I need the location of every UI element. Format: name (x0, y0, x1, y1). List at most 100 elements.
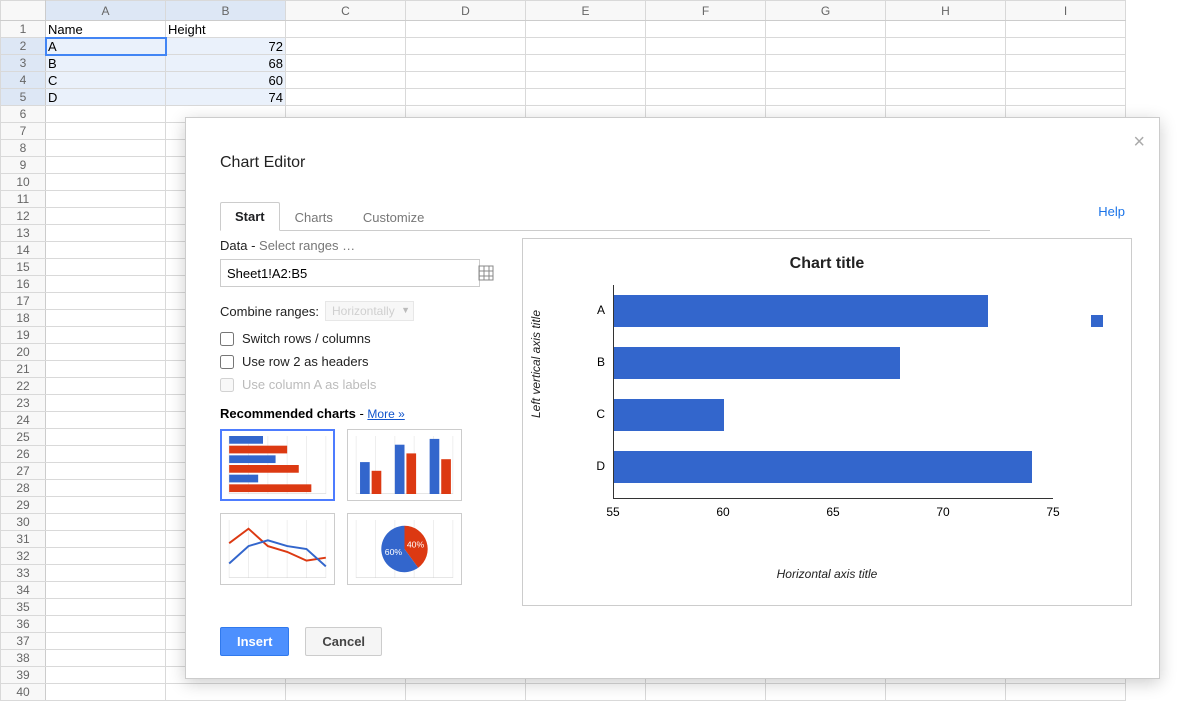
row-header[interactable]: 3 (1, 55, 46, 72)
more-link[interactable]: More » (367, 407, 404, 421)
row-header[interactable]: 36 (1, 616, 46, 633)
row-header[interactable]: 13 (1, 225, 46, 242)
cell[interactable]: Name (46, 21, 166, 38)
row-header[interactable]: 26 (1, 446, 46, 463)
range-input[interactable] (220, 259, 480, 287)
column-header[interactable]: I (1006, 1, 1126, 21)
cell[interactable] (46, 361, 166, 378)
cell[interactable] (46, 480, 166, 497)
cell[interactable] (46, 395, 166, 412)
row-header[interactable]: 19 (1, 327, 46, 344)
cell[interactable] (46, 310, 166, 327)
row-header[interactable]: 11 (1, 191, 46, 208)
cell[interactable] (886, 55, 1006, 72)
column-header[interactable]: E (526, 1, 646, 21)
row-header[interactable]: 34 (1, 582, 46, 599)
cell[interactable] (526, 684, 646, 701)
cell[interactable] (1006, 72, 1126, 89)
row-header[interactable]: 1 (1, 21, 46, 38)
row-header[interactable]: 35 (1, 599, 46, 616)
cell[interactable] (886, 89, 1006, 106)
row-header[interactable]: 29 (1, 497, 46, 514)
grid-icon[interactable] (478, 265, 494, 281)
cell[interactable] (286, 72, 406, 89)
tab-charts[interactable]: Charts (280, 203, 348, 231)
cell[interactable]: A (46, 38, 166, 55)
row-header[interactable]: 2 (1, 38, 46, 55)
cell[interactable] (526, 21, 646, 38)
cell[interactable] (46, 140, 166, 157)
cell[interactable] (46, 650, 166, 667)
cell[interactable] (1006, 21, 1126, 38)
cell[interactable] (46, 276, 166, 293)
cell[interactable] (1006, 684, 1126, 701)
row-header[interactable]: 15 (1, 259, 46, 276)
row-header[interactable]: 22 (1, 378, 46, 395)
cell[interactable] (646, 684, 766, 701)
cell[interactable] (646, 55, 766, 72)
cell[interactable] (766, 38, 886, 55)
cell[interactable] (46, 633, 166, 650)
cell[interactable] (46, 446, 166, 463)
cell[interactable] (766, 55, 886, 72)
row-header[interactable]: 30 (1, 514, 46, 531)
row-header[interactable]: 7 (1, 123, 46, 140)
column-header[interactable]: A (46, 1, 166, 21)
row-header[interactable]: 27 (1, 463, 46, 480)
cell[interactable] (646, 89, 766, 106)
cell[interactable] (46, 378, 166, 395)
cell[interactable] (526, 72, 646, 89)
switch-rows-checkbox[interactable]: Switch rows / columns (220, 331, 500, 346)
cell[interactable] (46, 208, 166, 225)
cell[interactable] (886, 72, 1006, 89)
row-header[interactable]: 24 (1, 412, 46, 429)
cell[interactable] (406, 21, 526, 38)
cell[interactable] (886, 21, 1006, 38)
cell[interactable] (406, 89, 526, 106)
column-header[interactable]: D (406, 1, 526, 21)
cell[interactable] (646, 72, 766, 89)
row-header[interactable]: 12 (1, 208, 46, 225)
cell[interactable] (46, 174, 166, 191)
cell[interactable]: 72 (166, 38, 286, 55)
row-header[interactable]: 8 (1, 140, 46, 157)
cell[interactable] (1006, 38, 1126, 55)
cell[interactable]: Height (166, 21, 286, 38)
cell[interactable] (46, 123, 166, 140)
row-header[interactable]: 21 (1, 361, 46, 378)
row-header[interactable]: 18 (1, 310, 46, 327)
cell[interactable] (286, 21, 406, 38)
cell[interactable] (46, 429, 166, 446)
cell[interactable] (46, 497, 166, 514)
row-header[interactable]: 32 (1, 548, 46, 565)
cell[interactable] (886, 684, 1006, 701)
cell[interactable]: D (46, 89, 166, 106)
column-header[interactable]: B (166, 1, 286, 21)
cell[interactable] (46, 191, 166, 208)
cell[interactable] (886, 38, 1006, 55)
cell[interactable] (286, 684, 406, 701)
cell[interactable] (646, 21, 766, 38)
cell[interactable] (646, 38, 766, 55)
row-header[interactable]: 17 (1, 293, 46, 310)
cell[interactable] (286, 89, 406, 106)
cell[interactable] (766, 89, 886, 106)
cell[interactable]: B (46, 55, 166, 72)
cell[interactable] (286, 55, 406, 72)
cell[interactable] (46, 514, 166, 531)
column-header[interactable]: F (646, 1, 766, 21)
cell[interactable] (46, 157, 166, 174)
column-header[interactable]: H (886, 1, 1006, 21)
cancel-button[interactable]: Cancel (305, 627, 382, 656)
close-icon[interactable]: × (1133, 132, 1145, 152)
cell[interactable] (46, 412, 166, 429)
row-header[interactable]: 14 (1, 242, 46, 259)
cell[interactable] (46, 463, 166, 480)
row-header[interactable]: 10 (1, 174, 46, 191)
cell[interactable] (46, 548, 166, 565)
column-header[interactable]: C (286, 1, 406, 21)
cell[interactable] (766, 72, 886, 89)
cell[interactable] (526, 89, 646, 106)
cell[interactable] (46, 293, 166, 310)
rec-chart-bar[interactable] (220, 429, 335, 501)
